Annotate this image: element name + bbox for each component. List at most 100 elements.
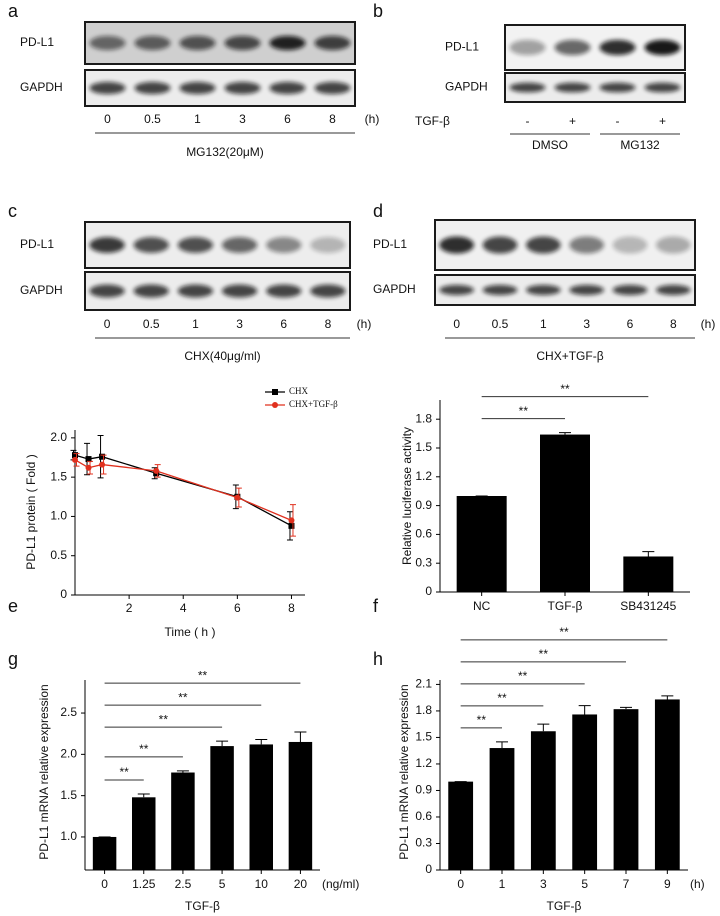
y-tick-label: 0.5 [50, 548, 67, 562]
band [509, 82, 546, 93]
row-label: GAPDH [20, 80, 63, 94]
x-tick-label: 1 [499, 877, 506, 891]
lane-label: 8 [325, 317, 332, 331]
y-axis-label: PD-L1 mRNA relative expression [397, 684, 411, 859]
band [569, 284, 605, 296]
x-tick-label: SB431245 [620, 599, 676, 613]
y-axis-label: PD-L1 protein ( Fold ) [24, 454, 38, 569]
y-axis-label: PD-L1 mRNA relative expression [37, 684, 51, 859]
bar [456, 496, 507, 592]
y-tick-label: 0.9 [415, 498, 432, 512]
y-tick-label: 0.9 [415, 783, 432, 797]
lane-label: 0.5 [492, 317, 509, 331]
x-tick-label: 6 [234, 601, 241, 615]
significance-label: ** [119, 765, 129, 779]
panel-letter: c [8, 201, 17, 221]
point [85, 464, 92, 471]
point [288, 522, 295, 529]
band [179, 81, 216, 95]
bar [92, 836, 117, 870]
bar [171, 772, 195, 870]
x-unit: (ng/ml) [322, 877, 359, 891]
panel-letter: e [8, 596, 18, 616]
point [99, 453, 106, 460]
x-tick-label: 0 [101, 877, 108, 891]
x-tick-label: 1.25 [132, 877, 156, 891]
lane-label: 1 [194, 112, 201, 126]
error-bar [137, 793, 150, 798]
blot-box [84, 271, 351, 311]
legend-marker [272, 402, 278, 408]
lane-label: 1 [192, 317, 199, 331]
error-bar [559, 432, 571, 435]
bar [540, 434, 590, 592]
significance-label: ** [539, 647, 549, 661]
x-tick-label: 20 [294, 877, 308, 891]
panel-letter: f [373, 596, 379, 616]
band [177, 284, 214, 298]
blot-box [84, 69, 356, 107]
treatment-label: MG132(20μM) [186, 145, 264, 159]
lane-label: 3 [239, 112, 246, 126]
band [439, 236, 474, 254]
y-tick-label: 2.0 [50, 430, 67, 444]
band [314, 35, 351, 51]
band [656, 284, 691, 296]
bar [654, 699, 680, 870]
significance-label: ** [497, 691, 507, 705]
legend-label: CHX [289, 386, 309, 396]
y-tick-label: 1.5 [415, 730, 432, 744]
panel-letter: a [8, 1, 19, 21]
panel-letter: g [8, 649, 18, 669]
row-label: PD-L1 [20, 35, 54, 49]
band [599, 39, 636, 56]
bar [288, 741, 313, 870]
significance-label: ** [560, 382, 570, 396]
bar [572, 714, 598, 870]
y-tick-label: 1.8 [415, 703, 432, 717]
y-tick-label: 1.5 [50, 469, 67, 483]
y-tick-label: 0.3 [415, 836, 432, 850]
bar [210, 746, 234, 870]
x-tick-label: NC [473, 599, 491, 613]
x-tick-label: 9 [664, 877, 671, 891]
lane-label: - [616, 114, 620, 128]
error-bar [578, 705, 591, 715]
band [526, 236, 561, 254]
band [133, 237, 169, 253]
significance-label: ** [198, 668, 208, 682]
x-tick-label: 10 [255, 877, 269, 891]
point [288, 517, 295, 524]
y-tick-label: 2.1 [415, 677, 432, 691]
point [99, 461, 106, 468]
treatment-label: CHX+TGF-β [536, 349, 603, 363]
lane-label: 0 [104, 317, 111, 331]
bar [623, 556, 674, 592]
error-bar [255, 738, 268, 745]
significance-label: ** [139, 742, 149, 756]
lane-label: 0.5 [144, 112, 161, 126]
blot-box [434, 219, 696, 271]
x-tick-label: 4 [180, 601, 187, 615]
factor-label: TGF-β [415, 114, 450, 128]
legend-marker [272, 389, 278, 395]
y-tick-label: 0.6 [415, 809, 432, 823]
panel-letter: b [373, 1, 383, 21]
band [482, 236, 518, 254]
band [482, 284, 518, 296]
band [612, 284, 648, 296]
band [612, 236, 648, 254]
band [177, 237, 214, 253]
unit-label: (h) [365, 112, 380, 126]
point [234, 494, 241, 501]
lane-label: 6 [284, 112, 291, 126]
band [644, 82, 681, 93]
x-tick-label: 7 [623, 877, 630, 891]
band [644, 39, 681, 56]
y-tick-label: 1.2 [415, 756, 432, 770]
band [509, 39, 546, 56]
lane-label: 8 [670, 317, 677, 331]
band [221, 237, 258, 253]
significance-label: ** [518, 669, 528, 683]
